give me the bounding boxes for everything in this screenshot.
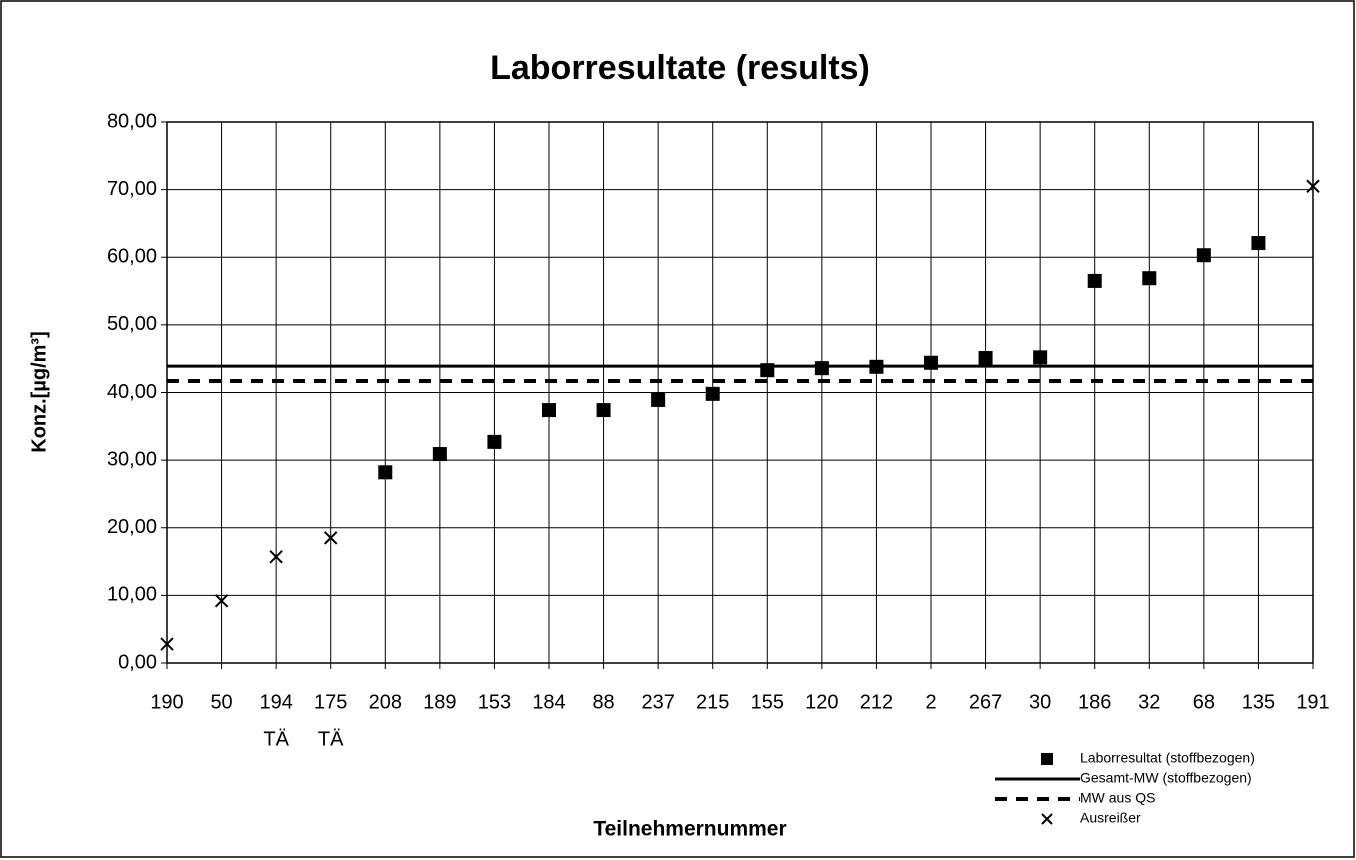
x-tick-label: 212	[860, 691, 893, 713]
data-point	[1196, 248, 1211, 263]
x-tick-label: 135	[1242, 691, 1275, 713]
y-tick-label: 10,00	[107, 584, 157, 606]
y-tick-label: 0,00	[118, 651, 157, 673]
data-point	[487, 434, 502, 449]
data-point	[1142, 271, 1157, 286]
outlier-point	[324, 531, 338, 545]
data-point	[1251, 236, 1266, 251]
x-tick-label: 120	[805, 691, 838, 713]
outlier-point	[160, 637, 174, 651]
data-point	[542, 403, 556, 418]
x-tick-label: 175	[314, 691, 347, 713]
x-tick-label: 186	[1078, 691, 1111, 713]
outlier-point	[1306, 179, 1320, 193]
data-point	[814, 361, 829, 376]
data-point	[378, 465, 393, 480]
y-tick-label: 60,00	[107, 246, 157, 268]
x-axis-label: Teilnehmernummer	[593, 818, 786, 841]
x-tick-label: 32	[1138, 691, 1160, 713]
data-point	[924, 355, 938, 370]
x-tick-label: 194	[259, 691, 292, 713]
x-tick-label: 190	[150, 691, 183, 713]
legend-symbol	[1041, 753, 1053, 765]
x-tick-sublabel: TÄ	[318, 728, 344, 750]
x-tick-label: 208	[369, 691, 402, 713]
x-tick-label: 155	[751, 691, 784, 713]
y-axis-label: Konz.[µg/m³]	[28, 331, 50, 453]
legend-label: Ausreißer	[1080, 810, 1141, 826]
x-tick-label: 68	[1193, 691, 1215, 713]
y-tick-label: 50,00	[107, 313, 157, 335]
chart-title: Laborresultate (results)	[490, 49, 870, 87]
data-point	[651, 392, 666, 407]
data-point	[1033, 350, 1048, 365]
x-tick-label: 267	[969, 691, 1002, 713]
legend-label: Gesamt-MW (stoffbezogen)	[1080, 770, 1252, 786]
x-tick-label: 189	[423, 691, 456, 713]
y-tick-label: 30,00	[107, 448, 157, 470]
legend-label: MW aus QS	[1080, 790, 1155, 806]
x-tick-label: 50	[210, 691, 232, 713]
y-tick-label: 70,00	[107, 178, 157, 200]
x-tick-label: 215	[696, 691, 729, 713]
outlier-point	[214, 594, 229, 608]
data-point	[432, 447, 447, 462]
x-tick-label: 30	[1029, 691, 1051, 713]
x-tick-sublabel: TÄ	[263, 728, 289, 750]
x-tick-label: 88	[592, 691, 614, 713]
outlier-point	[269, 550, 283, 564]
data-point	[596, 403, 611, 418]
x-tick-label: 191	[1296, 691, 1329, 713]
x-tick-label: 237	[641, 691, 674, 713]
x-tick-label: 153	[478, 691, 511, 713]
x-tick-label: 184	[532, 691, 565, 713]
x-tick-label: 2	[925, 691, 936, 713]
y-tick-label: 80,00	[107, 110, 157, 132]
data-point	[705, 386, 720, 401]
data-point	[1087, 273, 1102, 288]
y-tick-label: 20,00	[107, 516, 157, 538]
legend-label: Laborresultat (stoffbezogen)	[1080, 750, 1255, 766]
y-tick-label: 40,00	[107, 381, 157, 403]
data-point	[978, 351, 993, 366]
plot-frame	[166, 121, 1314, 664]
legend-symbol	[1041, 813, 1053, 825]
